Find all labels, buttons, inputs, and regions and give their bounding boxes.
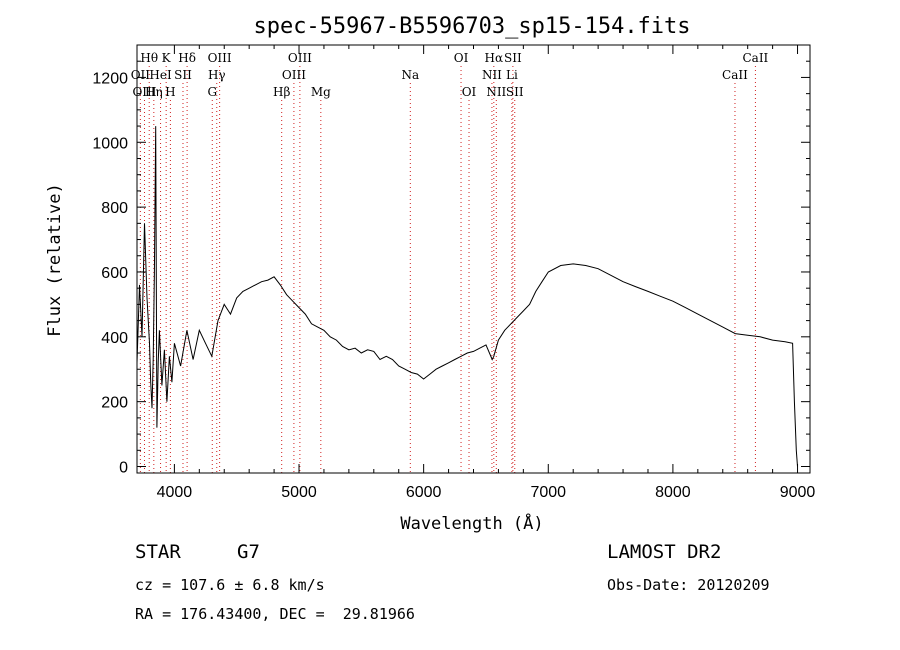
line-label-16: Na	[401, 68, 419, 82]
x-tick-label-4: 8000	[655, 484, 691, 501]
y-tick-label-1: 200	[101, 395, 128, 412]
line-label-0: Hθ	[140, 51, 158, 65]
spectral-line-labels: HθOIIOIIIHηHeIKHSIIHδGHγOIIIHβOIIIOIIIMg…	[131, 51, 769, 99]
observation-date: Obs-Date: 20120209	[607, 576, 770, 594]
line-label-10: Hγ	[208, 68, 226, 82]
line-label-8: Hδ	[178, 51, 196, 65]
line-label-18: OI	[462, 85, 477, 99]
spectral-line-markers	[139, 66, 756, 473]
x-tick-label-1: 5000	[281, 484, 317, 501]
line-label-4: HeI	[149, 68, 172, 82]
line-label-13: OIII	[282, 68, 306, 82]
line-label-5: K	[162, 51, 172, 65]
survey-name: LAMOST DR2	[607, 541, 722, 563]
sky-coordinates: RA = 176.43400, DEC = 29.81966	[135, 605, 415, 623]
x-axis-label: Wavelength (Å)	[400, 512, 543, 534]
line-label-2: OIII	[132, 85, 156, 99]
y-axis: 0 200 400 600 800 1000 1200	[92, 60, 810, 477]
y-tick-label-2: 400	[101, 330, 128, 347]
line-label-12: Hβ	[273, 85, 290, 99]
line-label-11: OIII	[208, 51, 232, 65]
y-tick-label-4: 800	[101, 200, 128, 217]
line-label-1: OII	[131, 68, 151, 82]
x-tick-label-2: 6000	[406, 484, 442, 501]
x-tick-label-3: 7000	[530, 484, 566, 501]
object-subclass: G7	[237, 541, 260, 563]
line-label-22: Li	[506, 68, 518, 82]
chart-title: spec-55967-B5596703_sp15-154.fits	[253, 14, 690, 39]
line-label-3: Hη	[145, 85, 163, 99]
line-label-15: Mg	[311, 85, 331, 99]
line-label-9: G	[207, 85, 217, 99]
spectrum-chart: spec-55967-B5596703_sp15-154.fits Hθ OII O…	[45, 14, 816, 534]
y-tick-label-0: 0	[119, 460, 128, 477]
y-tick-label-5: 1000	[92, 135, 128, 152]
line-label-23: SII	[504, 51, 522, 65]
object-class: STAR	[135, 541, 181, 563]
line-label-19: NII	[482, 68, 502, 82]
line-label-6: H	[165, 85, 175, 99]
y-axis-label: Flux (relative)	[45, 183, 65, 337]
plot-frame	[136, 44, 811, 474]
redshift-velocity: cz = 107.6 ± 6.8 km/s	[135, 576, 325, 594]
y-tick-label-3: 600	[101, 265, 128, 282]
line-label-7: SII	[174, 68, 192, 82]
line-label-26: CaII	[742, 51, 768, 65]
line-label-25: CaII	[722, 68, 748, 82]
x-axis: 4000 5000 6000 7000 8000 9000	[157, 45, 816, 501]
x-tick-label-5: 9000	[780, 484, 816, 501]
line-label-20: Hα	[485, 51, 504, 65]
line-label-14: OIII	[288, 51, 312, 65]
line-label-17: OI	[454, 51, 469, 65]
y-tick-label-6: 1200	[92, 70, 128, 87]
spectrum-line	[136, 126, 798, 467]
line-label-21: NII	[486, 85, 506, 99]
x-tick-label-0: 4000	[157, 484, 193, 501]
line-label-24: SII	[506, 85, 524, 99]
